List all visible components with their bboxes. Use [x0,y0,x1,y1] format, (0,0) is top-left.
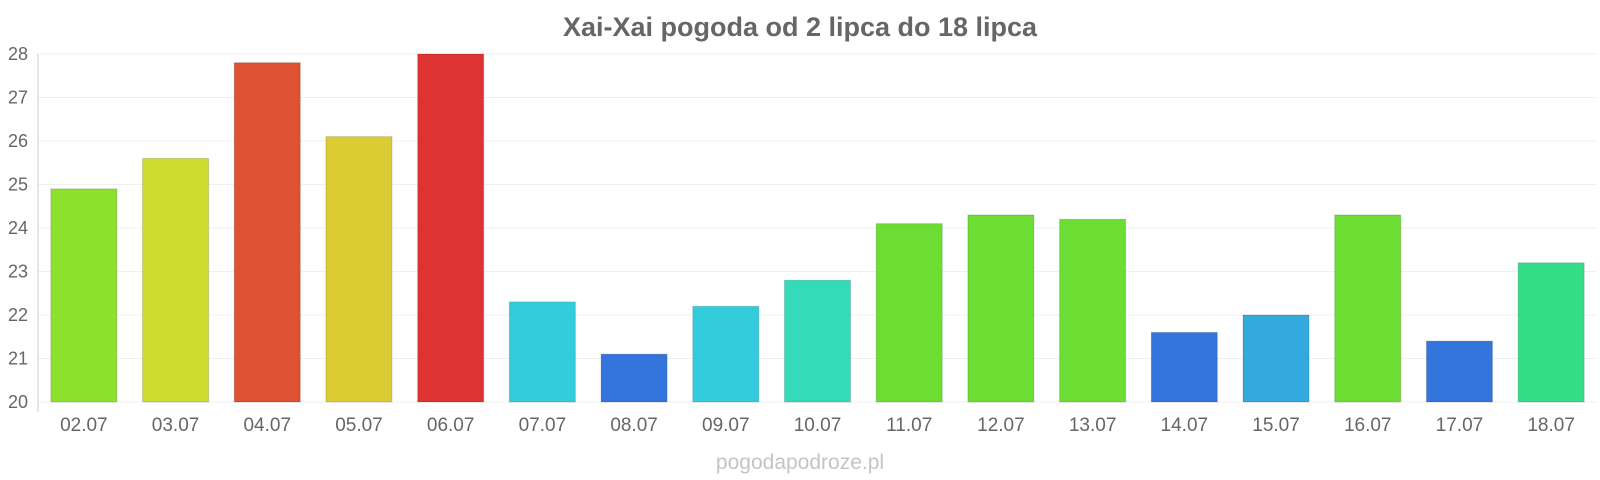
y-tick-label: 20 [8,392,28,412]
bar-02.07 [50,188,118,403]
bar-05.07 [325,136,393,403]
x-tick-label: 06.07 [427,415,475,436]
bar-15.07 [1242,314,1310,403]
bar-14.07 [1150,331,1218,403]
bar-16.07 [1334,214,1402,403]
x-tick-label: 15.07 [1252,415,1300,436]
bar-18.07 [1517,262,1585,403]
y-tick-label: 21 [8,349,28,369]
bar-12.07 [967,214,1035,403]
bar-17.07 [1425,340,1493,403]
x-tick-label: 10.07 [794,415,842,436]
y-tick-label: 24 [8,218,28,238]
bar-08.07 [600,353,668,403]
y-tick-label: 25 [8,175,28,195]
x-axis-ticks: 02.07 03.07 04.07 05.07 06.07 07.07 08.07 09.07… [60,415,1575,436]
bar-11.07 [875,223,943,403]
bar-06.07 [417,53,485,403]
bar-10.07 [783,279,852,403]
x-tick-label: 12.07 [977,415,1025,436]
y-tick-label: 26 [8,131,28,151]
bar-04.07 [233,62,301,403]
y-tick-label: 28 [8,44,28,64]
bar-03.07 [142,157,210,403]
x-tick-label: 11.07 [886,415,932,436]
y-tick-label: 27 [8,88,28,108]
bar-09.07 [692,305,760,403]
x-tick-label: 16.07 [1344,415,1392,436]
x-tick-label: 14.07 [1161,415,1209,436]
x-tick-label: 09.07 [702,415,750,436]
x-tick-label: 03.07 [152,415,200,436]
y-tick-label: 22 [8,305,28,325]
y-tick-label: 23 [8,262,28,282]
x-tick-label: 17.07 [1436,415,1484,436]
bar-07.07 [508,301,576,403]
y-axis-ticks: 20 21 22 23 24 25 26 27 28 [8,44,28,412]
bar-13.07 [1059,218,1127,403]
x-tick-label: 07.07 [519,415,567,436]
chart-title: Xai-Xai pogoda od 2 lipca do 18 lipca [563,12,1038,42]
x-tick-label: 04.07 [243,415,291,436]
x-tick-label: 18.07 [1527,415,1575,436]
x-tick-label: 05.07 [335,415,383,436]
x-tick-label: 02.07 [60,415,108,436]
x-tick-label: 08.07 [610,415,658,436]
watermark: pogodapodroze.pl [716,451,884,474]
bars [50,53,1585,403]
x-tick-label: 13.07 [1069,415,1117,436]
